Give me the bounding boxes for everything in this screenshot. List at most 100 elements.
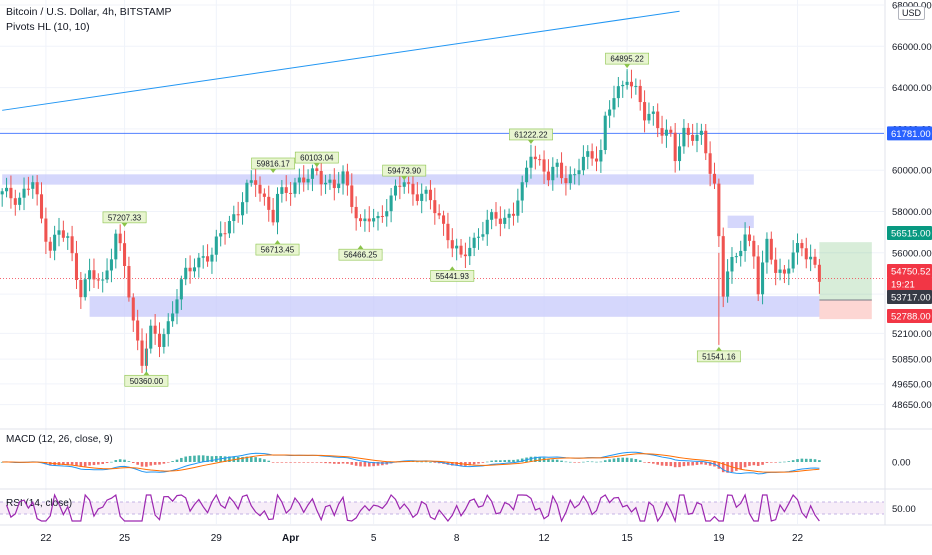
macd-bar: [420, 461, 424, 463]
macd-bar: [735, 462, 738, 471]
candle-body: [171, 313, 175, 322]
candle-body: [293, 182, 297, 194]
macd-bar: [796, 459, 799, 462]
y-tick-label: 50850.00: [892, 355, 932, 366]
candle-body: [756, 256, 760, 295]
candle-body: [157, 333, 162, 347]
candle-body: [433, 200, 437, 214]
pivot-label: 57207.33: [108, 213, 142, 222]
candle-body: [206, 256, 210, 262]
macd-bar: [62, 462, 65, 465]
macd-bar: [175, 459, 179, 462]
macd-bar: [490, 460, 493, 462]
trendline: [2, 10, 680, 111]
rsi-band: [0, 502, 884, 514]
indicator-label[interactable]: Pivots HL (10, 10): [6, 21, 90, 33]
candle-body: [691, 134, 695, 141]
candle-body: [18, 197, 22, 205]
macd-bar: [123, 459, 126, 462]
candle-body: [223, 233, 227, 235]
candle-body: [734, 256, 738, 258]
candle-body: [372, 218, 376, 222]
candle-body: [380, 215, 384, 217]
candle-body: [743, 234, 747, 251]
candle-body: [594, 158, 599, 162]
macd-bar: [564, 461, 568, 463]
candle-body: [621, 84, 625, 87]
macd-bar: [311, 462, 314, 463]
candle-body: [638, 85, 642, 103]
macd-bar: [346, 462, 349, 464]
macd-bar: [625, 457, 629, 462]
rsi-label: RSI (14, close): [6, 498, 72, 509]
candle-body: [79, 280, 83, 298]
macd-bar: [0, 462, 4, 463]
macd-bar: [263, 459, 266, 462]
pivot-pointer: [401, 176, 408, 181]
candle-body: [551, 166, 555, 181]
price-line-tag: [887, 126, 932, 141]
macd-bar: [665, 462, 668, 466]
candle-body: [420, 193, 424, 201]
macd-bar: [617, 457, 620, 462]
candle-body: [262, 193, 266, 197]
price-tag-label: 52788.00: [891, 312, 931, 323]
currency-badge[interactable]: USD: [898, 6, 926, 20]
macd-bar: [608, 459, 611, 462]
macd-bar: [656, 462, 659, 465]
macd-bar: [180, 457, 183, 462]
macd-bar: [258, 458, 262, 462]
position-stop-area: [819, 299, 872, 320]
y-tick-label: 56000.00: [892, 248, 932, 259]
macd-bar: [293, 462, 297, 463]
candle-body: [573, 174, 577, 176]
candle-body: [730, 257, 734, 272]
macd-bar: [582, 461, 585, 463]
macd-bar: [166, 462, 170, 463]
candle-body: [389, 195, 393, 212]
pivot-pointer: [143, 371, 150, 376]
candle-body: [236, 214, 240, 216]
macd-bar: [241, 456, 244, 462]
candle-body: [280, 187, 284, 194]
candle-body: [437, 213, 441, 216]
candle-body: [647, 113, 651, 121]
macd-bar: [499, 460, 502, 462]
candle-body: [415, 194, 419, 201]
macd-bar: [551, 459, 555, 462]
pivot-label-box: [382, 164, 427, 177]
candle-body: [525, 167, 529, 183]
macd-bar: [529, 456, 533, 462]
macd-bar: [223, 456, 227, 462]
candle-body: [804, 248, 808, 260]
candle-body: [35, 182, 39, 195]
macd-bar: [66, 462, 70, 465]
macd-bar: [568, 461, 572, 463]
macd-bar: [468, 462, 472, 466]
candle-body: [92, 270, 96, 280]
pivot-label: 55441.93: [436, 272, 470, 281]
macd-bar: [328, 462, 332, 464]
macd-bar: [800, 458, 804, 462]
macd-bar: [245, 456, 249, 462]
candle-body: [468, 247, 472, 257]
macd-bar: [149, 462, 153, 466]
candle-body: [516, 200, 520, 216]
candle-body: [761, 262, 765, 295]
candle-body: [241, 202, 245, 216]
macd-bar: [682, 462, 686, 467]
macd-bar: [647, 462, 651, 464]
candle-body: [9, 187, 13, 199]
macd-bar: [599, 461, 603, 463]
macd-bar: [791, 460, 795, 462]
candle-body: [363, 218, 367, 222]
macd-bar: [494, 460, 498, 462]
macd-bar: [114, 460, 118, 462]
macd-bar: [162, 462, 166, 464]
macd-bar: [660, 462, 664, 466]
macd-bar: [691, 462, 694, 466]
macd-bar: [774, 462, 777, 463]
candle-body: [533, 156, 537, 160]
candle-body: [699, 130, 703, 135]
candle-body: [774, 259, 778, 273]
